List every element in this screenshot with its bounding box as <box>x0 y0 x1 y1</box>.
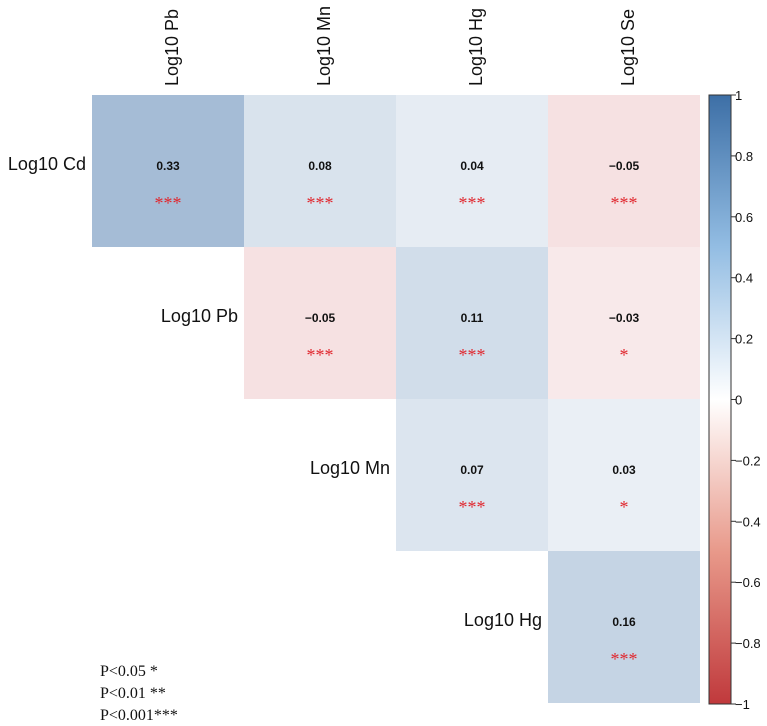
row-label: Log10 Cd <box>8 154 86 174</box>
colorbar-tick-label: 1 <box>735 88 742 103</box>
row-label: Log10 Pb <box>161 306 238 326</box>
row-label: Log10 Mn <box>310 458 390 478</box>
cell-value-label: 0.07 <box>460 463 484 477</box>
colorbar-tick-label: 0.8 <box>735 149 753 164</box>
heatmap-cell <box>92 95 244 247</box>
column-label: Log10 Se <box>618 9 638 86</box>
cell-significance-label: * <box>620 497 629 517</box>
cell-significance-label: *** <box>459 193 486 213</box>
row-labels: Log10 Cd Log10 Pb Log10 Mn Log10 Hg <box>8 154 542 630</box>
colorbar-tick-label: 0.4 <box>735 271 753 286</box>
sig-legend-p005: P<0.05 * <box>100 663 158 680</box>
cell-significance-label: *** <box>307 345 334 365</box>
heatmap-cells: 0.33 *** 0.08 *** 0.04 *** −0.05 *** −0.05 *** 0.1… <box>92 95 700 703</box>
heatmap-cell <box>396 247 548 399</box>
colorbar-tick-label: 0 <box>735 393 742 408</box>
cell-significance-label: *** <box>459 345 486 365</box>
heatmap-cell <box>548 551 700 703</box>
cell-value-label: 0.04 <box>460 159 484 173</box>
cell-significance-label: *** <box>611 649 638 669</box>
colorbar-tick-label: −0.8 <box>735 636 761 651</box>
cell-significance-label: *** <box>611 193 638 213</box>
sig-legend-p0001: P<0.001*** <box>100 707 178 724</box>
colorbar-tick-label: −0.2 <box>735 453 761 468</box>
cell-significance-label: *** <box>307 193 334 213</box>
heatmap-cell <box>396 399 548 551</box>
colorbar-gradient <box>708 94 732 705</box>
cell-value-label: −0.03 <box>609 311 640 325</box>
colorbar-tick-label: −1 <box>735 697 750 712</box>
cell-value-label: −0.05 <box>305 311 336 325</box>
cell-value-label: 0.03 <box>612 463 636 477</box>
colorbar-tick-label: −0.4 <box>735 514 761 529</box>
column-label: Log10 Hg <box>466 8 486 86</box>
heatmap-cell <box>548 247 700 399</box>
cell-significance-label: *** <box>155 193 182 213</box>
colorbar-tick-label: 0.2 <box>735 332 753 347</box>
heatmap-cell <box>548 399 700 551</box>
cell-value-label: −0.05 <box>609 159 640 173</box>
cell-value-label: 0.08 <box>308 159 332 173</box>
heatmap-cell <box>244 247 396 399</box>
colorbar-tick-label: −0.6 <box>735 575 761 590</box>
cell-value-label: 0.33 <box>156 159 180 173</box>
heatmap-cell <box>396 95 548 247</box>
colorbar-tick-label: 0.6 <box>735 210 753 225</box>
heatmap-cell <box>548 95 700 247</box>
heatmap-cell <box>244 95 396 247</box>
cell-significance-label: * <box>620 345 629 365</box>
cell-significance-label: *** <box>459 497 486 517</box>
colorbar: 1 0.8 0.6 0.4 0.2 0 −0.2 −0.4 −0.6 −0.8 −1 <box>708 88 761 712</box>
column-label: Log10 Pb <box>162 9 182 86</box>
row-label: Log10 Hg <box>464 610 542 630</box>
cell-value-label: 0.11 <box>461 311 484 325</box>
column-label: Log10 Mn <box>314 6 334 86</box>
sig-legend-p001: P<0.01 ** <box>100 685 166 702</box>
cell-value-label: 0.16 <box>612 615 636 629</box>
column-labels: Log10 Pb Log10 Mn Log10 Hg Log10 Se <box>162 6 638 86</box>
